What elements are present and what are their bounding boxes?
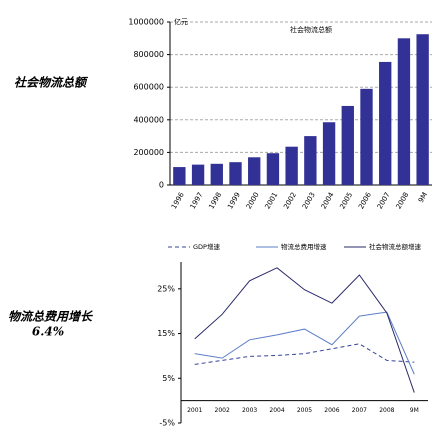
y-tick-label: 1000000 [128,18,164,27]
series-line [194,311,415,375]
x-tick-label: 1998 [207,191,223,210]
legend-label: GDP增速 [193,242,220,251]
x-tick-label: 2002 [282,191,298,210]
x-tick-label: 2001 [187,407,202,414]
bar [360,88,373,185]
side-value: 6.4% [32,325,64,339]
bar [173,167,186,185]
bar [379,61,392,186]
x-tick-label: 2005 [338,191,354,210]
bar [397,38,411,185]
bar [266,153,280,185]
x-tick-label: 2006 [324,407,339,414]
bar [285,146,298,185]
series-line [194,343,415,365]
y-tick-label: 0 [159,181,164,190]
x-tick-label: 2003 [301,191,317,210]
legend-label: 社会物流总额增速 [369,242,422,251]
bar [229,162,242,185]
x-tick-label: 2000 [245,191,261,210]
bar [341,105,354,185]
side-label: 社会物流总额 [14,76,89,90]
chart-title: 社会物流总额 [290,25,332,34]
y-tick-label: 15% [157,329,175,338]
x-tick-label: 1996 [170,191,186,211]
x-tick-label: 2003 [242,407,257,414]
x-tick-label: 1999 [226,191,242,210]
x-tick-label: 9M [410,407,419,414]
bar [322,122,336,185]
x-tick-label: 2007 [376,191,392,210]
x-tick-label: 2004 [269,407,284,414]
y-tick-label: 400000 [133,115,164,124]
bar [304,136,317,185]
x-tick-label: 2006 [357,191,373,211]
y-axis-label: 亿元 [174,17,188,26]
y-tick-label: -5% [159,419,175,428]
bar [416,34,429,185]
x-tick-label: 2002 [215,407,230,414]
y-tick-label: 5% [162,374,175,383]
y-tick-label: 600000 [133,83,164,92]
y-tick-label: 800000 [133,50,164,59]
side-label: 物流总费用增长 [8,310,93,324]
x-tick-label: 2004 [320,191,336,211]
x-tick-label: 2008 [395,191,411,210]
x-tick-label: 2007 [352,407,367,414]
x-tick-label: 2001 [264,191,280,210]
x-tick-label: 2008 [379,407,394,414]
series-line [194,267,415,393]
bar [210,163,223,185]
y-tick-label: 200000 [133,148,164,157]
x-tick-label: 1997 [189,191,205,210]
x-tick-label: 9M [417,191,429,204]
y-tick-label: 25% [157,284,175,293]
bar [248,157,261,185]
bar [191,164,205,185]
legend-label: 物流总费用增速 [281,242,327,251]
x-tick-label: 2005 [297,407,312,414]
